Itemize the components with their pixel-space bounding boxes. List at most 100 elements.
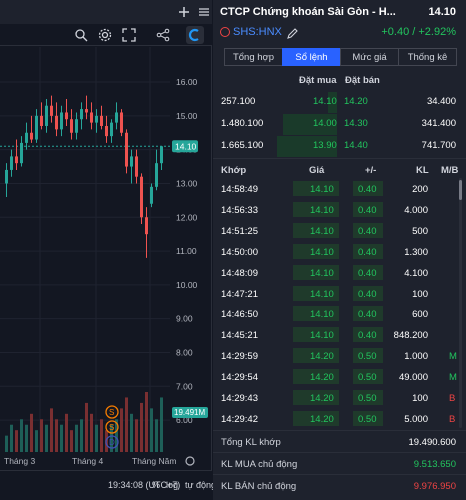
add-icon[interactable] <box>174 0 194 24</box>
percent-toggle[interactable]: % <box>152 480 161 490</box>
col-change: +/- <box>365 165 377 176</box>
stock-change: +0.40 / +2.92% <box>381 26 456 38</box>
cell-highlight <box>293 306 339 322</box>
volume-bar <box>140 402 143 452</box>
cell-highlight <box>353 201 383 217</box>
match-time: 14:29:42 <box>221 413 258 425</box>
candle-body <box>95 115 98 123</box>
price-axis-label: 13.00 <box>176 178 198 188</box>
match-time: 14:51:25 <box>221 225 258 237</box>
orderbook-row[interactable]: 257.100 14.10 14.20 34.400 <box>213 92 466 113</box>
chart-footer: 19:34:08 (UTC+7) % log tự động <box>0 470 216 500</box>
settings-gear-icon[interactable] <box>98 28 112 47</box>
event-marker-label: S <box>109 408 114 417</box>
cell-highlight <box>353 243 383 259</box>
match-row[interactable]: 14:46:50 14.10 0.40 600 <box>213 303 466 324</box>
chart-icon-toolbar <box>0 24 212 46</box>
compare-icon[interactable] <box>74 28 88 47</box>
volume-bar <box>65 413 68 452</box>
candle-body <box>65 112 68 120</box>
candle-body <box>150 186 153 204</box>
ask-price: 14.20 <box>344 96 368 107</box>
stock-code[interactable]: SHS:HNX <box>233 26 282 38</box>
match-time: 14:46:50 <box>221 309 258 321</box>
match-row[interactable]: 14:56:33 14.10 0.40 4.000 <box>213 199 466 220</box>
match-row[interactable]: 14:29:59 14.20 0.50 1.000 M <box>213 345 466 366</box>
match-volume: 848.200 <box>393 330 428 342</box>
match-row[interactable]: 14:29:42 14.20 0.50 5.000 B <box>213 408 466 429</box>
matches-scroll-thumb[interactable] <box>459 180 462 200</box>
match-change: 0.40 <box>358 288 377 300</box>
match-change: 0.40 <box>358 330 377 342</box>
bid-depth-bar <box>277 136 337 157</box>
cell-highlight <box>353 285 383 301</box>
menu-icon[interactable] <box>194 0 214 24</box>
ask-volume: 341.400 <box>421 118 456 129</box>
volume-bar <box>145 392 148 452</box>
volume-bar <box>110 424 113 452</box>
bid-volume: 257.100 <box>221 96 256 107</box>
candle-body <box>125 132 128 167</box>
orderbook-row[interactable]: 1.480.100 14.00 14.30 341.400 <box>213 114 466 135</box>
event-marker-label: D <box>109 438 115 447</box>
share-icon[interactable] <box>156 28 170 47</box>
match-row[interactable]: 14:50:00 14.10 0.40 1.300 <box>213 241 466 262</box>
match-row[interactable]: 14:48:09 14.10 0.40 4.100 <box>213 262 466 283</box>
event-marker-icon <box>105 435 119 449</box>
match-row[interactable]: 14:58:49 14.10 0.40 200 <box>213 178 466 199</box>
match-row[interactable]: 14:47:21 14.10 0.40 100 <box>213 283 466 304</box>
tab-orderbook[interactable]: Sổ lệnh <box>282 48 340 66</box>
tab-overview[interactable]: Tổng hợp <box>224 48 282 66</box>
cell-highlight <box>353 410 383 426</box>
cell-highlight <box>293 327 339 343</box>
axis-settings-icon <box>185 456 195 466</box>
chart-panel[interactable]: 16.0015.0014.0013.0012.0011.0010.009.008… <box>0 0 216 500</box>
match-volume: 1.300 <box>404 246 428 258</box>
volume-bar <box>90 413 93 452</box>
match-price: 14.20 <box>310 372 334 384</box>
match-row[interactable]: 14:29:54 14.20 0.50 49.000 M <box>213 366 466 387</box>
candle-body <box>75 119 78 133</box>
volume-bar <box>30 413 33 452</box>
brand-logo-icon[interactable] <box>186 26 204 44</box>
bid-depth-bar <box>283 114 337 135</box>
log-toggle[interactable]: log <box>166 480 179 490</box>
volume-bar <box>60 424 63 452</box>
match-side: B <box>449 393 456 404</box>
orderbook-row[interactable]: 1.665.100 13.90 14.40 741.700 <box>213 136 466 157</box>
candle-body <box>130 156 133 167</box>
candle-body <box>20 142 23 164</box>
match-price: 14.10 <box>310 267 334 279</box>
volume-bar <box>50 408 53 452</box>
match-row[interactable]: 14:29:43 14.20 0.50 100 B <box>213 387 466 408</box>
ask-price: 14.30 <box>344 118 368 129</box>
candle-body <box>25 132 28 143</box>
candle-body <box>155 163 158 187</box>
candle-body <box>120 112 123 133</box>
fullscreen-icon[interactable] <box>122 28 136 47</box>
volume-bar <box>55 419 58 452</box>
tab-statistics[interactable]: Thống kê <box>398 48 457 66</box>
stock-detail-panel: CTCP Chứng khoán Sài Gòn - H... 14.10 SH… <box>213 0 466 500</box>
tab-price-levels[interactable]: Mức giá <box>340 48 398 66</box>
match-row[interactable]: 14:51:25 14.10 0.40 500 <box>213 220 466 241</box>
volume-bar <box>95 424 98 452</box>
buy-volume-value: 9.513.650 <box>413 459 456 470</box>
price-chart[interactable]: 16.0015.0014.0013.0012.0011.0010.009.008… <box>0 47 212 469</box>
match-time: 14:48:09 <box>221 267 258 279</box>
matches-scrollbar[interactable] <box>459 178 462 428</box>
stock-price: 14.10 <box>428 6 456 18</box>
match-change: 0.40 <box>358 204 377 216</box>
match-row[interactable]: 14:45:21 14.10 0.40 848.200 <box>213 324 466 345</box>
match-side: B <box>449 413 456 425</box>
cell-highlight <box>293 348 339 364</box>
bid-volume: 1.480.100 <box>221 118 264 129</box>
detail-tabs: Tổng hợp Sổ lệnh Mức giá Thống kê <box>224 48 457 66</box>
candle-body <box>40 115 43 126</box>
auto-toggle[interactable]: tự động <box>185 480 217 490</box>
price-axis-label: 9.00 <box>176 314 193 324</box>
match-price: 14.10 <box>310 330 334 342</box>
edit-pencil-icon[interactable] <box>287 26 298 44</box>
cell-highlight <box>293 181 339 196</box>
candle-body <box>50 105 53 116</box>
